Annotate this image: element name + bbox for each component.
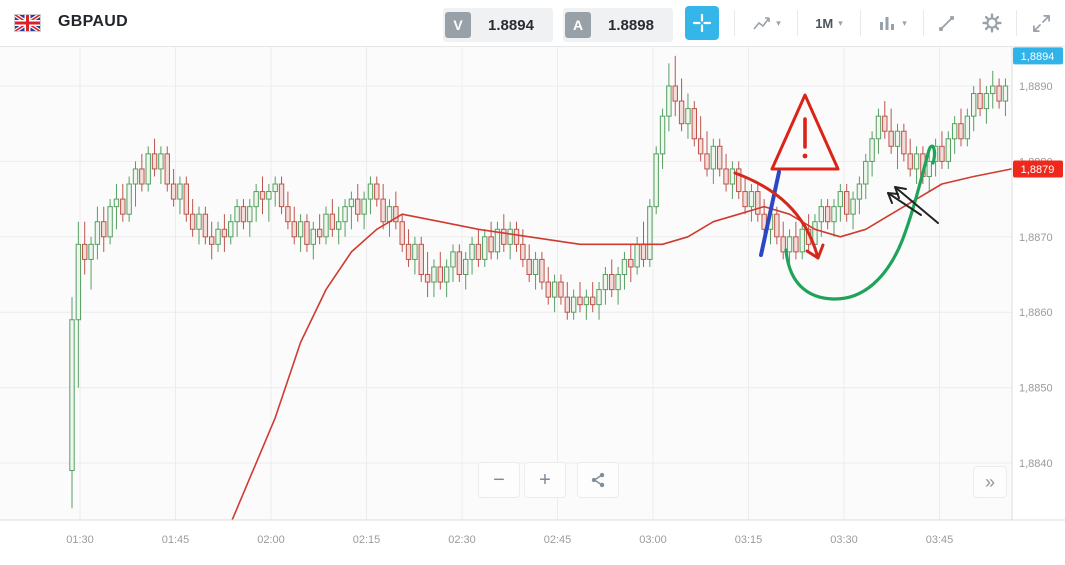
toolbar: GBPAUD V 1.8894 A 1.8898 ▾ <box>0 0 1065 47</box>
separator <box>860 10 861 36</box>
crosshair-icon <box>692 13 712 33</box>
line-chart-icon <box>753 17 771 30</box>
svg-text:1,8860: 1,8860 <box>1019 307 1053 319</box>
trend-line-icon <box>938 15 954 31</box>
quote-panel: V 1.8894 A 1.8898 <box>443 8 673 42</box>
sell-quote-button[interactable]: V 1.8894 <box>443 8 553 42</box>
svg-text:02:00: 02:00 <box>257 534 285 546</box>
timeframe-label: 1M <box>815 15 834 31</box>
sell-price: 1.8894 <box>488 16 534 34</box>
separator <box>923 10 924 36</box>
buy-price: 1.8898 <box>608 16 654 34</box>
svg-text:01:30: 01:30 <box>66 534 94 546</box>
crosshair-tool-button[interactable] <box>685 6 719 40</box>
svg-text:1,8879: 1,8879 <box>1021 164 1055 176</box>
time-axis-labels: 01:30 01:45 02:00 02:15 02:30 02:45 03:00 03:15… <box>66 534 953 546</box>
zoom-out-button[interactable]: − <box>478 462 520 498</box>
svg-text:02:45: 02:45 <box>544 534 572 546</box>
drawing-tools-button[interactable] <box>924 0 968 46</box>
drawing-annotations[interactable] <box>733 93 939 301</box>
chart-type-button[interactable]: ▾ <box>735 0 797 46</box>
bar-columns-icon <box>880 17 895 30</box>
chevron-down-icon: ▾ <box>902 17 907 28</box>
time-axis[interactable] <box>0 520 1065 560</box>
sell-badge: V <box>445 12 471 38</box>
svg-text:1,8840: 1,8840 <box>1019 458 1053 470</box>
chart-area: 1,88901,88801,88701,88601,88501,884001:3… <box>0 46 1065 560</box>
ma-price-badge: 1,8879 <box>1013 160 1063 178</box>
separator <box>734 10 735 36</box>
svg-text:1,8870: 1,8870 <box>1019 232 1053 244</box>
gear-icon <box>982 13 1002 33</box>
settings-button[interactable] <box>968 0 1016 46</box>
separator <box>797 10 798 36</box>
moving-average-line <box>231 168 1012 520</box>
svg-text:03:15: 03:15 <box>735 534 763 546</box>
svg-text:03:45: 03:45 <box>926 534 954 546</box>
green-arrow-drawing[interactable] <box>784 144 937 301</box>
svg-text:01:45: 01:45 <box>162 534 190 546</box>
svg-text:03:30: 03:30 <box>830 534 858 546</box>
share-button[interactable] <box>577 462 619 498</box>
svg-text:02:15: 02:15 <box>353 534 381 546</box>
svg-text:1,8894: 1,8894 <box>1021 51 1055 63</box>
svg-text:1,8890: 1,8890 <box>1019 81 1053 93</box>
svg-text:02:30: 02:30 <box>448 534 476 546</box>
expand-panel-button[interactable]: » <box>973 466 1007 498</box>
candlestick-series <box>69 55 1009 509</box>
symbol-title: GBPAUD <box>58 13 128 30</box>
gbpaud-flag-icon <box>14 14 41 32</box>
collapse-chart-button[interactable] <box>1017 0 1065 46</box>
timeframe-button[interactable]: 1M ▾ <box>798 0 860 46</box>
chevron-down-icon: ▾ <box>776 17 781 28</box>
price-chart-canvas[interactable]: 1,88901,88801,88701,88601,88501,884001:3… <box>0 46 1065 560</box>
blue-trend-line-drawing[interactable] <box>759 170 781 257</box>
warning-triangle-drawing[interactable] <box>770 93 840 171</box>
chart-tools: ▾ 1M ▾ ▾ <box>734 0 1065 46</box>
svg-text:1,8850: 1,8850 <box>1019 383 1053 395</box>
buy-quote-button[interactable]: A 1.8898 <box>563 8 673 42</box>
collapse-arrows-icon <box>1032 14 1050 32</box>
separator <box>1016 10 1017 36</box>
black-sketch-arrows-drawing[interactable] <box>887 186 939 224</box>
plot-area[interactable] <box>0 46 1012 520</box>
svg-text:03:00: 03:00 <box>639 534 667 546</box>
last-price-badge: 1,8894 <box>1013 47 1063 65</box>
zoom-in-button[interactable]: + <box>524 462 566 498</box>
chevron-down-icon: ▾ <box>838 17 843 28</box>
buy-badge: A <box>565 12 591 38</box>
share-icon <box>591 472 605 488</box>
red-arrow-drawing[interactable] <box>733 171 825 260</box>
price-axis[interactable] <box>1012 46 1065 560</box>
indicators-button[interactable]: ▾ <box>861 0 923 46</box>
